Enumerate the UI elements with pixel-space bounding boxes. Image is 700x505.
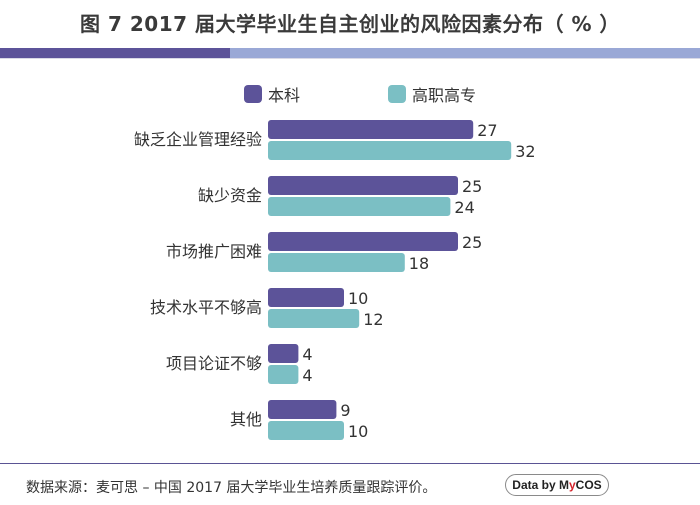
bar-series-2	[268, 197, 451, 216]
legend: 本科 高职高专	[0, 82, 700, 106]
bar-value-label: 10	[348, 422, 368, 441]
category-label: 缺乏企业管理经验	[134, 130, 262, 149]
bar-value-label: 4	[302, 366, 312, 385]
legend-item-series-1: 本科	[244, 82, 300, 106]
title-rule-thin	[0, 58, 700, 59]
footer-rule	[0, 463, 700, 464]
bar-value-label: 24	[454, 198, 474, 217]
bar-series-2	[268, 365, 299, 384]
bar-series-2	[268, 309, 360, 328]
legend-swatch-series-1	[244, 85, 262, 103]
badge-text-pre: Data by M	[512, 478, 569, 492]
bar-value-label: 32	[515, 142, 535, 161]
category-label: 技术水平不够高	[150, 298, 262, 317]
category-label: 市场推广困难	[166, 242, 262, 261]
bar-series-2	[268, 253, 405, 272]
chart-title: 图 7 2017 届大学毕业生自主创业的风险因素分布（ % ）	[80, 12, 620, 36]
category-label: 其他	[230, 410, 262, 429]
title-rule-light	[230, 48, 700, 58]
legend-label-series-2: 高职高专	[412, 86, 477, 105]
bar-series-1	[268, 344, 299, 363]
bar-series-2	[268, 421, 344, 440]
legend-label-series-1: 本科	[268, 86, 301, 105]
source-note: 数据来源：麦可思 – 中国 2017 届大学毕业生培养质量跟踪评价。	[26, 480, 437, 496]
bar-value-label: 12	[363, 310, 383, 329]
bar-chart: 缺乏企业管理经验 27 32 缺少资金 25 24 市场推广困难 25 18 技术水平不够高 10 1…	[134, 120, 536, 441]
category-label: 项目论证不够	[166, 354, 262, 373]
bar-series-1	[268, 232, 458, 251]
bar-series-1	[268, 176, 458, 195]
bar-series-1	[268, 120, 474, 139]
category-label: 缺少资金	[198, 186, 262, 205]
badge-text-post: COS	[575, 478, 602, 492]
badge-text-accent: y	[568, 478, 576, 492]
bar-value-label: 25	[462, 177, 482, 196]
bar-value-label: 18	[409, 254, 429, 273]
bar-value-label: 10	[348, 289, 368, 308]
bar-series-1	[268, 288, 344, 307]
bar-value-label: 9	[340, 401, 350, 420]
legend-item-series-2: 高职高专	[388, 82, 476, 106]
bar-value-label: 25	[462, 233, 482, 252]
bar-series-1	[268, 400, 337, 419]
title-rule	[0, 48, 700, 59]
bar-series-2	[268, 141, 512, 160]
bar-value-label: 27	[477, 121, 497, 140]
legend-swatch-series-2	[388, 85, 406, 103]
bar-value-label: 4	[302, 345, 312, 364]
title-rule-dark	[0, 48, 230, 58]
